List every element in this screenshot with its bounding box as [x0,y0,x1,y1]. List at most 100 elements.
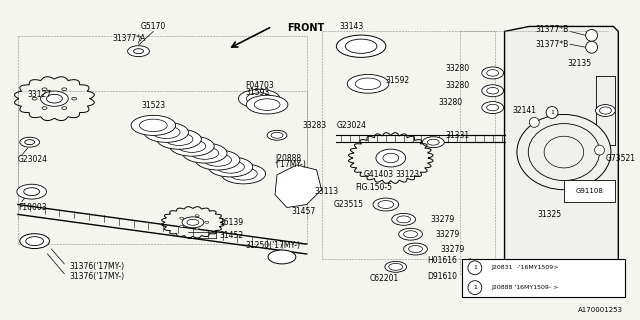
Text: 33279: 33279 [440,244,465,253]
Text: G23515: G23515 [334,200,364,209]
Ellipse shape [487,70,499,76]
Text: G5170: G5170 [141,22,166,31]
Ellipse shape [221,164,266,184]
Ellipse shape [72,97,77,100]
Ellipse shape [205,221,209,223]
Ellipse shape [388,263,403,270]
Text: 16139: 16139 [220,218,244,227]
Ellipse shape [20,137,40,147]
Ellipse shape [182,143,227,163]
Ellipse shape [170,136,214,156]
Ellipse shape [127,46,149,57]
Ellipse shape [544,136,584,168]
Ellipse shape [152,126,180,139]
Ellipse shape [288,189,310,200]
Ellipse shape [62,107,67,109]
Text: 33279: 33279 [435,230,460,239]
Ellipse shape [355,78,381,90]
Ellipse shape [345,39,377,53]
Ellipse shape [42,88,47,91]
Polygon shape [504,27,618,284]
Ellipse shape [487,87,499,94]
Ellipse shape [195,150,240,170]
Text: 31331: 31331 [445,131,469,140]
Text: F04703: F04703 [245,81,274,90]
Ellipse shape [422,137,444,148]
Ellipse shape [208,157,253,177]
Circle shape [586,41,598,53]
Circle shape [471,273,479,281]
Ellipse shape [140,119,167,132]
Text: G41403: G41403 [364,170,394,179]
Text: J20888: J20888 [275,154,301,163]
Ellipse shape [187,219,199,225]
Ellipse shape [271,132,283,138]
Ellipse shape [385,261,406,272]
Ellipse shape [217,161,244,173]
Circle shape [546,107,558,118]
Circle shape [468,261,482,275]
Ellipse shape [42,107,47,109]
Text: 31377*A: 31377*A [112,34,145,43]
Bar [462,259,625,297]
Ellipse shape [24,188,40,196]
Bar [564,180,615,202]
Text: G23024: G23024 [336,121,366,130]
Ellipse shape [246,93,272,104]
Text: 31377*B: 31377*B [536,40,569,49]
Text: 31325: 31325 [537,210,561,219]
Circle shape [468,281,482,294]
Text: 33143: 33143 [339,22,364,31]
Ellipse shape [596,105,615,116]
Text: F10003: F10003 [18,203,47,212]
Ellipse shape [20,234,49,249]
Text: G91108: G91108 [576,188,604,194]
Ellipse shape [26,237,44,245]
Ellipse shape [517,115,611,190]
Ellipse shape [165,133,193,146]
Text: 33113: 33113 [315,187,339,196]
Ellipse shape [47,94,62,103]
Text: 31376('17MY-): 31376('17MY-) [69,262,124,271]
Text: J20831  -'16MY1509>: J20831 -'16MY1509> [492,265,559,270]
Ellipse shape [482,101,504,114]
Text: 33123: 33123 [396,170,420,179]
Text: G23024: G23024 [18,156,48,164]
Ellipse shape [134,49,143,54]
Circle shape [595,145,604,155]
Text: FIG.150-5: FIG.150-5 [355,183,392,192]
Text: D91610: D91610 [427,272,457,281]
Ellipse shape [337,35,386,57]
Polygon shape [275,165,321,207]
Text: 33280: 33280 [446,81,470,90]
Text: 31592: 31592 [386,76,410,85]
Text: H01616: H01616 [427,256,457,265]
Text: 1: 1 [473,285,477,290]
Text: 31523: 31523 [141,101,165,110]
Text: 33279: 33279 [430,215,454,224]
Ellipse shape [62,88,67,91]
Ellipse shape [17,184,47,199]
Ellipse shape [292,191,306,198]
Ellipse shape [600,107,611,114]
Text: 31452: 31452 [220,231,244,240]
Ellipse shape [25,140,35,145]
Text: A170001253: A170001253 [579,308,623,313]
Ellipse shape [204,154,232,166]
Ellipse shape [246,95,288,114]
Text: 31376('17MY-): 31376('17MY-) [69,272,124,281]
Ellipse shape [482,85,504,97]
Ellipse shape [195,215,199,217]
Ellipse shape [404,231,417,238]
Ellipse shape [182,217,204,228]
Ellipse shape [191,147,219,159]
Ellipse shape [180,225,184,228]
Text: 33280: 33280 [439,98,463,107]
Text: J20888 '16MY1509- >: J20888 '16MY1509- > [492,285,559,290]
Ellipse shape [348,75,388,93]
Ellipse shape [428,139,439,145]
Text: 31250('17MY-): 31250('17MY-) [245,241,300,250]
Ellipse shape [254,99,280,110]
Ellipse shape [376,149,406,167]
Text: 33127: 33127 [28,90,52,99]
